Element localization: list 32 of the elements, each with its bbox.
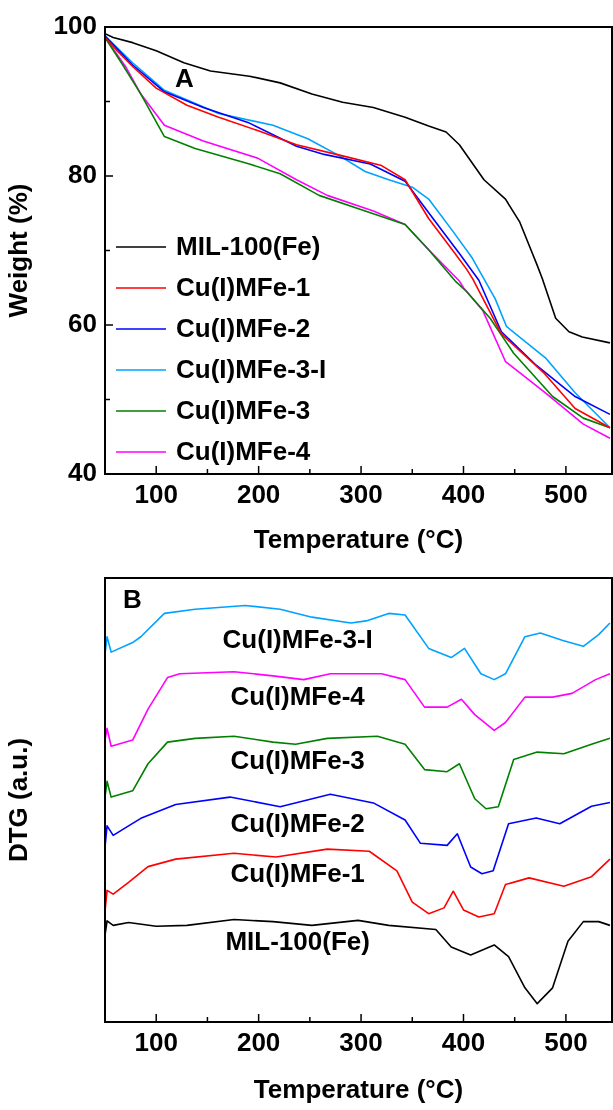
legend-label: Cu(I)MFe-3-I — [176, 354, 327, 385]
y-axis-title: DTG (a.u.) — [2, 737, 33, 863]
x-tick-label: 100 — [134, 1026, 178, 1057]
y-tick-label: 40 — [68, 457, 97, 488]
x-axis-title: Temperature (°C) — [253, 1073, 464, 1104]
x-tick-label: 200 — [236, 478, 281, 509]
y-tick-label: 100 — [53, 10, 97, 41]
series-label: Cu(I)MFe-3-I — [222, 623, 373, 654]
legend-label: Cu(I)MFe-1 — [176, 272, 311, 303]
series-label: Cu(I)MFe-2 — [230, 807, 365, 838]
x-axis-title: Temperature (°C) — [253, 523, 464, 554]
x-tick-label: 300 — [339, 1026, 383, 1057]
series-label: MIL-100(Fe) — [225, 926, 370, 957]
x-tick-label: 300 — [339, 478, 383, 509]
x-tick-label: 200 — [236, 1026, 281, 1057]
annotation: A — [175, 63, 194, 94]
legend-label: Cu(I)MFe-3 — [176, 395, 311, 426]
x-tick-label: 100 — [134, 478, 178, 509]
annotation: B — [123, 584, 142, 615]
series-label: Cu(I)MFe-4 — [230, 680, 366, 711]
legend-label: Cu(I)MFe-2 — [176, 313, 311, 344]
y-tick-label: 80 — [68, 159, 97, 190]
x-tick-label: 400 — [441, 1026, 486, 1057]
x-tick-label: 500 — [544, 478, 588, 509]
legend-label: Cu(I)MFe-4 — [176, 436, 311, 467]
series-label: Cu(I)MFe-3 — [230, 745, 365, 776]
x-tick-label: 400 — [441, 478, 486, 509]
x-tick-label: 500 — [544, 1026, 588, 1057]
legend-label: MIL-100(Fe) — [176, 231, 321, 262]
y-tick-label: 60 — [68, 308, 97, 339]
y-axis-title: Weight (%) — [2, 183, 33, 318]
series-label: Cu(I)MFe-1 — [230, 858, 365, 889]
